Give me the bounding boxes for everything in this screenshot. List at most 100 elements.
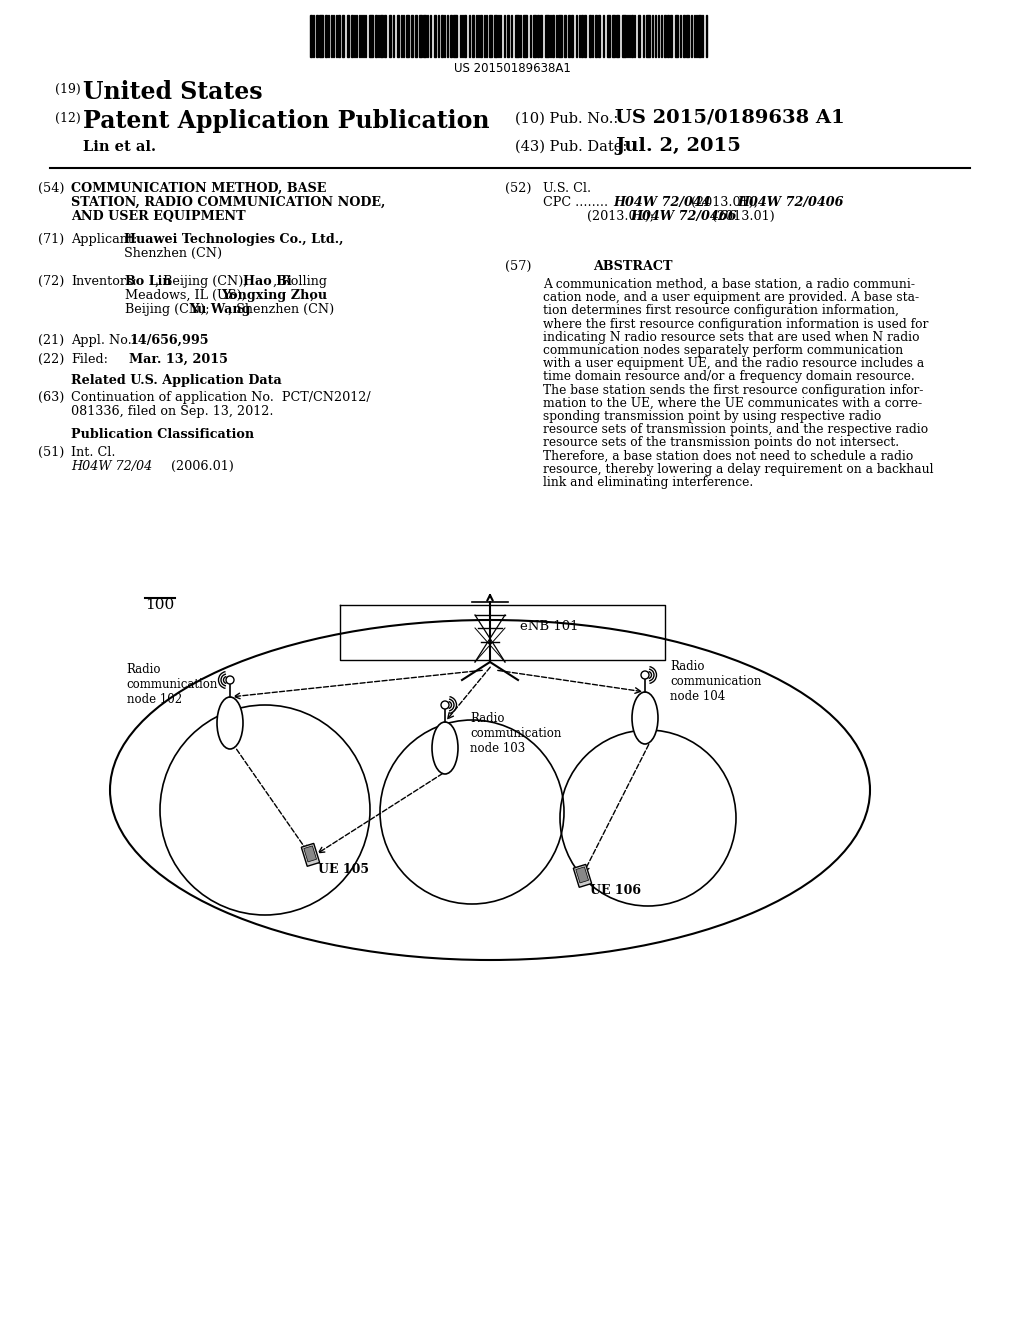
Bar xyxy=(304,846,316,862)
Text: H04W 72/0466: H04W 72/0466 xyxy=(630,210,736,223)
Bar xyxy=(347,15,349,57)
Bar xyxy=(441,15,443,57)
Text: eNB 101: eNB 101 xyxy=(520,620,579,634)
Text: indicating N radio resource sets that are used when N radio: indicating N radio resource sets that ar… xyxy=(543,331,920,343)
Text: UE 105: UE 105 xyxy=(318,863,369,876)
Bar xyxy=(598,15,600,57)
Bar xyxy=(384,15,386,57)
Text: (19): (19) xyxy=(55,83,81,96)
Text: AND USER EQUIPMENT: AND USER EQUIPMENT xyxy=(71,210,246,223)
Ellipse shape xyxy=(432,722,458,774)
Text: CPC ........: CPC ........ xyxy=(543,195,608,209)
Text: link and eliminating interference.: link and eliminating interference. xyxy=(543,477,754,488)
Circle shape xyxy=(641,671,649,678)
Text: Related U.S. Application Data: Related U.S. Application Data xyxy=(71,374,282,387)
Bar xyxy=(534,15,536,57)
Text: (22): (22) xyxy=(38,352,65,366)
Bar xyxy=(507,15,509,57)
Text: resource, thereby lowering a delay requirement on a backhaul: resource, thereby lowering a delay requi… xyxy=(543,463,934,475)
Bar xyxy=(380,15,383,57)
Bar xyxy=(568,15,570,57)
Text: H04W 72/0406: H04W 72/0406 xyxy=(737,195,844,209)
Bar xyxy=(595,15,597,57)
Bar xyxy=(670,15,672,57)
Text: communication nodes separately perform communication: communication nodes separately perform c… xyxy=(543,345,903,356)
Bar xyxy=(423,15,426,57)
Bar xyxy=(406,15,409,57)
Text: Shenzhen (CN): Shenzhen (CN) xyxy=(124,247,222,260)
Text: Jul. 2, 2015: Jul. 2, 2015 xyxy=(615,137,741,154)
Text: with a user equipment UE, and the radio resource includes a: with a user equipment UE, and the radio … xyxy=(543,358,925,370)
Text: , Shenzhen (CN): , Shenzhen (CN) xyxy=(228,302,334,315)
Bar xyxy=(338,15,340,57)
Bar xyxy=(415,15,417,57)
Bar xyxy=(434,15,436,57)
Text: tion determines first resource configuration information,: tion determines first resource configura… xyxy=(543,305,899,317)
Bar xyxy=(664,15,666,57)
Text: cation node, and a user equipment are provided. A base sta-: cation node, and a user equipment are pr… xyxy=(543,292,920,304)
Bar xyxy=(612,15,615,57)
Text: mation to the UE, where the UE communicates with a corre-: mation to the UE, where the UE communica… xyxy=(543,397,923,409)
Bar xyxy=(489,15,492,57)
Text: U.S. Cl.: U.S. Cl. xyxy=(543,182,591,195)
Bar xyxy=(638,15,640,57)
Bar xyxy=(675,15,678,57)
Text: H04W 72/044: H04W 72/044 xyxy=(613,195,711,209)
Text: Filed:: Filed: xyxy=(71,352,108,366)
Circle shape xyxy=(226,676,234,684)
Bar xyxy=(369,15,373,57)
Text: (10) Pub. No.:: (10) Pub. No.: xyxy=(515,112,618,125)
Bar xyxy=(411,15,413,57)
Text: resource sets of the transmission points do not intersect.: resource sets of the transmission points… xyxy=(543,437,899,449)
Text: where the first resource configuration information is used for: where the first resource configuration i… xyxy=(543,318,929,330)
Bar xyxy=(616,15,618,57)
Text: (63): (63) xyxy=(38,391,65,404)
Bar xyxy=(573,865,592,887)
Text: Yongxing Zhou: Yongxing Zhou xyxy=(221,289,327,302)
Bar xyxy=(540,15,542,57)
Text: Meadows, IL (US);: Meadows, IL (US); xyxy=(125,289,246,302)
Bar xyxy=(351,15,353,57)
Bar xyxy=(450,15,452,57)
Text: Appl. No.:: Appl. No.: xyxy=(71,334,136,347)
Text: (2013.01): (2013.01) xyxy=(708,210,775,223)
Text: Bo Lin: Bo Lin xyxy=(125,275,172,288)
Text: Therefore, a base station does not need to schedule a radio: Therefore, a base station does not need … xyxy=(543,450,913,462)
Text: 14/656,995: 14/656,995 xyxy=(129,334,209,347)
Text: Radio
communication
node 102: Radio communication node 102 xyxy=(127,663,218,706)
Text: sponding transmission point by using respective radio: sponding transmission point by using res… xyxy=(543,411,882,422)
Text: , Rolling: , Rolling xyxy=(273,275,327,288)
Text: The base station sends the first resource configuration infor-: The base station sends the first resourc… xyxy=(543,384,924,396)
Text: Inventors:: Inventors: xyxy=(71,275,137,288)
Text: United States: United States xyxy=(83,81,262,104)
Text: Applicant:: Applicant: xyxy=(71,234,137,246)
Bar xyxy=(564,15,566,57)
Bar xyxy=(545,15,549,57)
Bar xyxy=(646,15,650,57)
Bar xyxy=(698,15,701,57)
Bar xyxy=(558,15,562,57)
Text: Patent Application Publication: Patent Application Publication xyxy=(83,110,489,133)
Bar xyxy=(310,15,312,57)
Text: (2006.01): (2006.01) xyxy=(143,459,233,473)
Text: Radio
communication
node 103: Radio communication node 103 xyxy=(470,711,561,755)
Bar xyxy=(584,15,586,57)
Text: Hao Bi: Hao Bi xyxy=(243,275,292,288)
Bar xyxy=(453,15,457,57)
Text: (72): (72) xyxy=(38,275,65,288)
Text: Int. Cl.: Int. Cl. xyxy=(71,446,116,459)
Text: Huawei Technologies Co., Ltd.,: Huawei Technologies Co., Ltd., xyxy=(124,234,343,246)
Bar xyxy=(622,15,626,57)
Text: 081336, filed on Sep. 13, 2012.: 081336, filed on Sep. 13, 2012. xyxy=(71,405,273,418)
Text: UE 106: UE 106 xyxy=(590,884,641,898)
Bar xyxy=(319,15,323,57)
Text: (43) Pub. Date:: (43) Pub. Date: xyxy=(515,140,628,154)
Text: Publication Classification: Publication Classification xyxy=(71,428,254,441)
Ellipse shape xyxy=(217,697,243,748)
Bar xyxy=(375,15,377,57)
Bar xyxy=(683,15,685,57)
Text: (71): (71) xyxy=(38,234,65,246)
Text: (52): (52) xyxy=(505,182,531,195)
Circle shape xyxy=(441,701,449,709)
Bar xyxy=(686,15,689,57)
